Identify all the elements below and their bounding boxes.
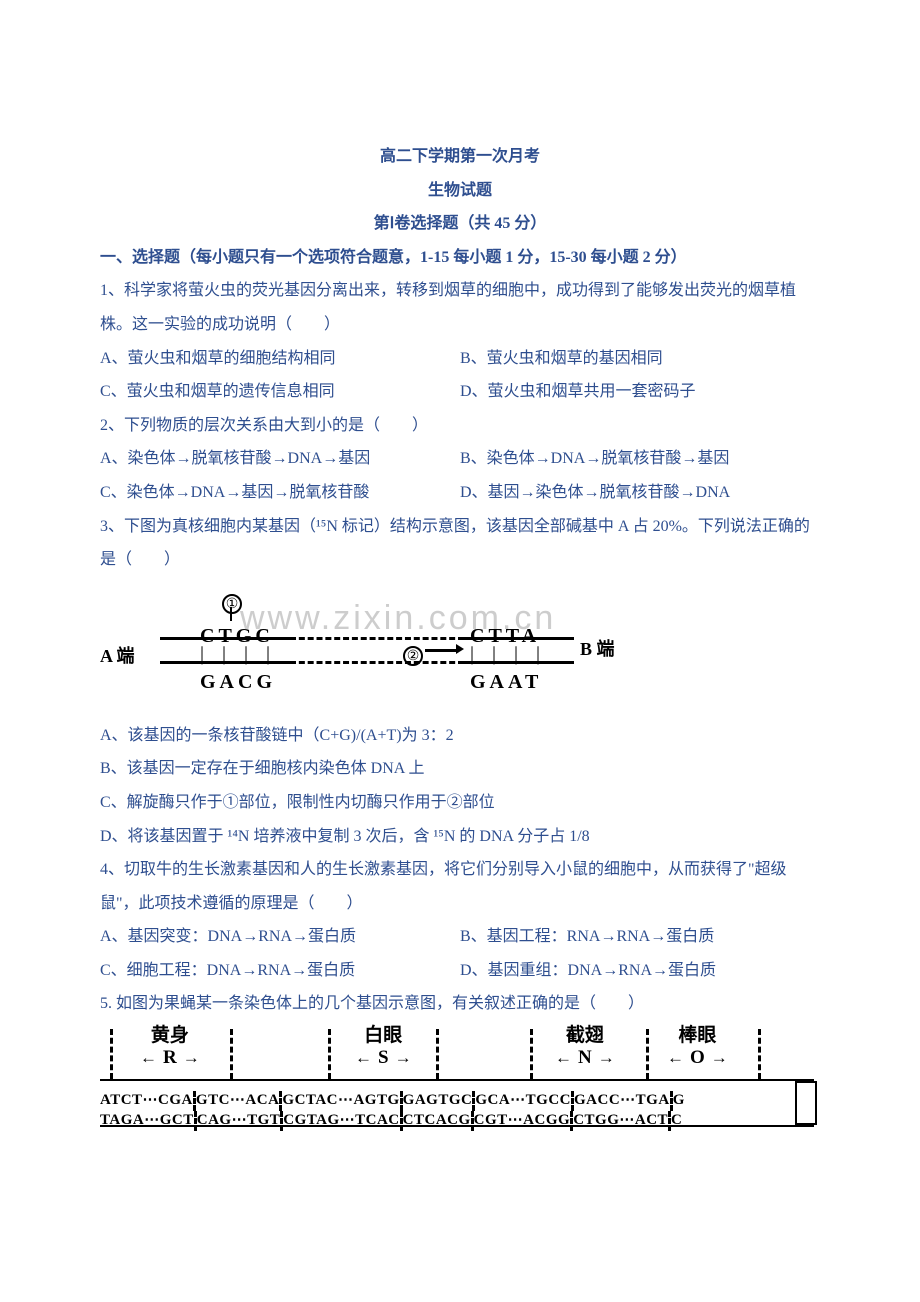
b-end-label: B 端 bbox=[580, 631, 615, 669]
q1-opt-c: C、萤火虫和烟草的遗传信息相同 bbox=[100, 375, 460, 409]
q3-opt-c: C、解旋酶只作于①部位，限制性内切酶只作用于②部位 bbox=[100, 786, 820, 820]
q2-opt-d: D、基因→染色体→脱氧核苷酸→DNA bbox=[460, 476, 820, 510]
q3-figure: www.zixin.com.cn A 端 B 端 ① CTGC |||| GAC… bbox=[100, 583, 820, 713]
gene-2: 截翅N bbox=[555, 1025, 615, 1069]
gene-1: 白眼S bbox=[355, 1025, 412, 1069]
q2-opt-c: C、染色体→DNA→基因→脱氧核苷酸 bbox=[100, 476, 460, 510]
q4-opt-b: B、基因工程：RNA→RNA→蛋白质 bbox=[460, 920, 820, 954]
q3-opt-a: A、该基因的一条核苷酸链中（C+G)/(A+T)为 3：2 bbox=[100, 719, 820, 753]
q4-opt-d: D、基因重组：DNA→RNA→蛋白质 bbox=[460, 954, 820, 988]
q3-opt-b: B、该基因一定存在于细胞核内染色体 DNA 上 bbox=[100, 752, 820, 786]
exam-title: 高二下学期第一次月考 bbox=[100, 140, 820, 174]
q4-opt-c: C、细胞工程：DNA→RNA→蛋白质 bbox=[100, 954, 460, 988]
q5-text: 5. 如图为果蝇某一条染色体上的几个基因示意图，有关叙述正确的是（ ） bbox=[100, 987, 820, 1021]
q4-text: 4、切取牛的生长激素基因和人的生长激素基因，将它们分别导入小鼠的细胞中，从而获得… bbox=[100, 853, 820, 920]
gene-0: 黄身R bbox=[140, 1025, 200, 1069]
dna-seq-bot: TAGA⋯GCTCAG⋯TGTCGTAG⋯TCACCTCACGCGT⋯ACGGC… bbox=[100, 1105, 682, 1137]
gene-3: 棒眼O bbox=[667, 1025, 728, 1069]
arrow-icon bbox=[456, 644, 464, 654]
q2-opt-a: A、染色体→脱氧核苷酸→DNA→基因 bbox=[100, 442, 460, 476]
q2-opt-b: B、染色体→DNA→脱氧核苷酸→基因 bbox=[460, 442, 820, 476]
q1-opt-d: D、萤火虫和烟草共用一套密码子 bbox=[460, 375, 820, 409]
q1-opt-a: A、萤火虫和烟草的细胞结构相同 bbox=[100, 342, 460, 376]
q4-opt-a: A、基因突变：DNA→RNA→蛋白质 bbox=[100, 920, 460, 954]
q1-opt-b: B、萤火虫和烟草的基因相同 bbox=[460, 342, 820, 376]
q3-text: 3、下图为真核细胞内某基因（¹⁵N 标记）结构示意图，该基因全部碱基中 A 占 … bbox=[100, 510, 820, 577]
bot-strand-right: GAAT bbox=[470, 661, 542, 703]
circle-2-icon: ② bbox=[403, 639, 423, 673]
q5-figure: 黄身R 白眼S 截翅N 棒眼O ATCT⋯CGAGTC⋯ACAGCTAC⋯AGT… bbox=[100, 1025, 820, 1143]
q3-opt-d: D、将该基因置于 ¹⁴N 培养液中复制 3 次后，含 ¹⁵N 的 DNA 分子占… bbox=[100, 820, 820, 854]
q2-text: 2、下列物质的层次关系由大到小的是（ ） bbox=[100, 409, 820, 443]
section-i-header: 第Ⅰ卷选择题（共 45 分） bbox=[100, 207, 820, 241]
section-instruction: 一、选择题（每小题只有一个选项符合题意，1-15 每小题 1 分，15-30 每… bbox=[100, 241, 820, 275]
q1-text: 1、科学家将萤火虫的荧光基因分离出来，转移到烟草的细胞中，成功得到了能够发出荧光… bbox=[100, 274, 820, 341]
bot-strand-left: GACG bbox=[200, 661, 276, 703]
a-end-label: A 端 bbox=[100, 638, 135, 676]
trailing-box-icon bbox=[795, 1081, 817, 1125]
exam-subtitle: 生物试题 bbox=[100, 174, 820, 208]
